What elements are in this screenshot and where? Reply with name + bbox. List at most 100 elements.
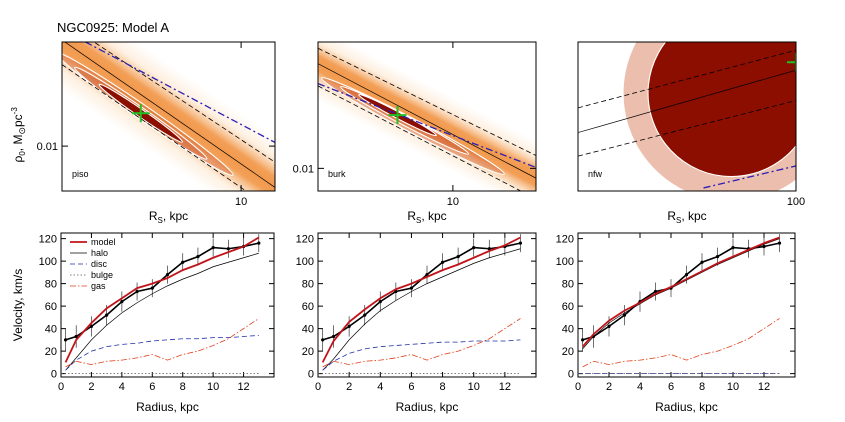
x-tick-label: 6 — [668, 381, 674, 393]
x-tick-label: 10 — [727, 381, 739, 393]
series-disc — [65, 334, 259, 371]
confidence-contour — [647, 42, 796, 178]
x-tick-label: 8 — [180, 381, 186, 393]
data-point — [63, 338, 68, 342]
data-point — [731, 246, 735, 250]
ridge-line — [64, 42, 275, 188]
x-tick-label: 4 — [377, 381, 383, 393]
y-tick-label: 120 — [296, 234, 314, 246]
y-tick-label: 0.01 — [293, 163, 314, 175]
data-point — [518, 241, 523, 245]
y-tick-label: 0.01 — [37, 141, 58, 153]
y-tick-label: 100 — [296, 256, 314, 268]
data-point — [226, 247, 230, 251]
data-point — [74, 334, 78, 339]
x-tick-label: 6 — [149, 381, 155, 393]
series-disc — [322, 339, 521, 371]
legend-entry-disc: disc — [91, 259, 108, 269]
x-tick-label: 2 — [346, 381, 352, 393]
plot-frame — [577, 232, 796, 378]
panel-label: burk — [328, 169, 346, 179]
panel-label: piso — [72, 169, 89, 179]
x-tick-label: 2 — [606, 381, 612, 393]
observed-curve — [322, 242, 521, 341]
x-tick-label: 10 — [207, 381, 219, 393]
x-tick-label: 4 — [119, 381, 125, 393]
y-tick-label: 20 — [302, 346, 314, 358]
series-model — [64, 236, 260, 363]
x-tick-label: 12 — [237, 381, 249, 393]
contour-panel-nfw: 1000.001nfwRS, kpc — [577, 41, 805, 225]
data-point — [440, 260, 445, 264]
data-point — [684, 273, 689, 277]
x-tick-label: 10 — [468, 381, 480, 393]
y-tick-label: 100 — [556, 256, 574, 268]
contour-panel-piso: 10 0.01 piso RS, kpc ρ0, M⊙pc-3 — [10, 41, 276, 225]
data-point — [472, 246, 476, 250]
x-tick-label: 0 — [58, 381, 64, 393]
y-tick-label: 60 — [562, 301, 574, 313]
y-axis-label: ρ0, M⊙pc-3 — [10, 107, 27, 163]
y-tick-label: 40 — [302, 324, 314, 336]
panel-label: nfw — [588, 169, 603, 179]
data-point — [120, 300, 124, 304]
data-point — [378, 300, 382, 304]
plot-frame — [577, 41, 797, 192]
legend-entry-bulge: bulge — [91, 270, 113, 280]
series-halo — [322, 248, 521, 371]
y-tick-label: 120 — [39, 234, 57, 246]
plot-frame — [60, 232, 275, 378]
y-tick-label: 0 — [308, 369, 314, 381]
panel-label-box — [324, 166, 358, 181]
data-point — [653, 289, 658, 294]
y-tick-label: 80 — [562, 279, 574, 291]
dashed-bound — [62, 64, 247, 191]
y-tick-label: 20 — [562, 346, 574, 358]
data-point — [607, 324, 611, 328]
x-axis-label: Radius, kpc — [655, 400, 718, 414]
data-point — [425, 273, 429, 277]
legend-entry-model: model — [91, 237, 116, 247]
data-point — [135, 289, 139, 294]
dashdot-line — [703, 165, 796, 189]
panel-label-box — [68, 166, 102, 181]
y-tick-label: 60 — [302, 301, 314, 313]
data-point — [321, 338, 325, 342]
y-tick-label: 80 — [45, 279, 57, 291]
data-point — [165, 273, 170, 277]
data-point — [105, 313, 109, 317]
x-tick-label: 0 — [575, 381, 581, 393]
contour-panel-burk: 10 0.01 burk RS, kpc — [293, 41, 537, 225]
y-axis-label: Velocity, km/s — [11, 269, 25, 341]
x-tick-label: 4 — [637, 381, 643, 393]
data-point — [715, 255, 720, 259]
y-tick-label: 60 — [45, 301, 57, 313]
y-tick-label: 20 — [45, 346, 57, 358]
dashed-bound — [93, 42, 275, 163]
y-tick-label: 0 — [568, 369, 574, 381]
data-point — [181, 260, 185, 264]
y-tick-label: 100 — [39, 256, 57, 268]
data-point — [409, 286, 414, 290]
plot-frame — [317, 41, 537, 192]
data-point — [456, 255, 460, 259]
y-tick-label: 40 — [45, 324, 57, 336]
x-tick-label: 0 — [315, 381, 321, 393]
x-tick-label: 8 — [440, 381, 446, 393]
x-tick-label: 12 — [758, 381, 770, 393]
data-point — [150, 286, 154, 290]
data-point — [622, 313, 627, 317]
x-axis-label: RS, kpc — [667, 209, 706, 225]
series-halo — [582, 238, 780, 350]
dashed-bound — [318, 47, 536, 156]
data-point — [89, 324, 94, 328]
x-tick-label: 6 — [408, 381, 414, 393]
series-gas — [582, 318, 780, 368]
legend-entry-halo: halo — [91, 248, 108, 258]
y-tick-label: 120 — [556, 234, 574, 246]
data-point — [487, 247, 491, 251]
data-point — [363, 313, 367, 317]
data-point — [777, 241, 782, 245]
